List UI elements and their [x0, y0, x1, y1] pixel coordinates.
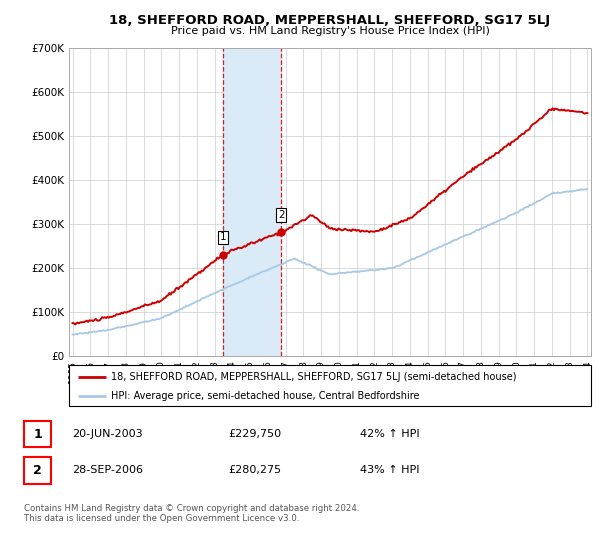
Text: £229,750: £229,750	[228, 429, 281, 439]
Text: Price paid vs. HM Land Registry's House Price Index (HPI): Price paid vs. HM Land Registry's House …	[170, 26, 490, 36]
Bar	[223, 48, 281, 356]
Text: 18, SHEFFORD ROAD, MEPPERSHALL, SHEFFORD, SG17 5LJ (semi-detached house): 18, SHEFFORD ROAD, MEPPERSHALL, SHEFFORD…	[111, 372, 516, 381]
Text: HPI: Average price, semi-detached house, Central Bedfordshire: HPI: Average price, semi-detached house,…	[111, 391, 419, 401]
Text: 2: 2	[278, 210, 284, 220]
Text: 28-SEP-2006: 28-SEP-2006	[72, 465, 143, 475]
Text: 43% ↑ HPI: 43% ↑ HPI	[360, 465, 419, 475]
Text: 1: 1	[220, 232, 226, 242]
Text: 42% ↑ HPI: 42% ↑ HPI	[360, 429, 419, 439]
Text: 20-JUN-2003: 20-JUN-2003	[72, 429, 143, 439]
Text: 1: 1	[33, 427, 42, 441]
Text: Contains HM Land Registry data © Crown copyright and database right 2024.
This d: Contains HM Land Registry data © Crown c…	[24, 504, 359, 524]
FancyBboxPatch shape	[24, 457, 51, 484]
FancyBboxPatch shape	[24, 421, 51, 447]
FancyBboxPatch shape	[69, 365, 591, 406]
Text: 2: 2	[33, 464, 42, 477]
Text: 18, SHEFFORD ROAD, MEPPERSHALL, SHEFFORD, SG17 5LJ: 18, SHEFFORD ROAD, MEPPERSHALL, SHEFFORD…	[109, 14, 551, 27]
Text: £280,275: £280,275	[228, 465, 281, 475]
